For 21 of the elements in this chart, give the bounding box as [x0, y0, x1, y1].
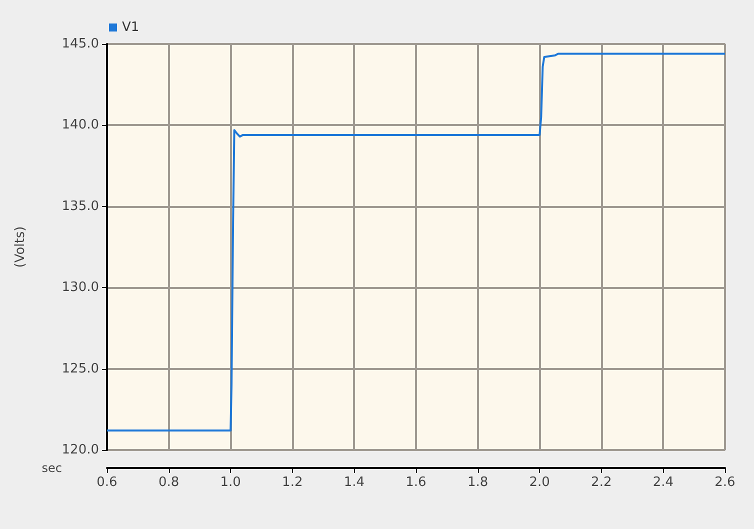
y-tick-label: 140.0 [62, 118, 99, 133]
x-tick-label: 2.4 [652, 475, 674, 490]
x-tick-label: 1.6 [406, 475, 426, 490]
line-series [106, 52, 726, 432]
y-tick-label: 120.0 [62, 442, 99, 458]
x-tick-label: 0.6 [96, 475, 118, 490]
x-tick-label: 2.0 [529, 475, 550, 490]
y-tick-label: 145.0 [62, 36, 99, 52]
x-axis-title: sec [42, 461, 62, 475]
x-tick-label: 1.0 [220, 475, 241, 490]
y-tick-label: 130.0 [62, 280, 99, 296]
x-tick-label: 2.2 [591, 475, 612, 490]
y-tick-label: 135.0 [62, 198, 99, 214]
y-axis-title: (Volts) [13, 226, 28, 268]
y-tick-label: 125.0 [62, 361, 99, 376]
x-tick-label: 0.8 [158, 475, 180, 490]
legend-label: V1 [122, 20, 140, 35]
x-tick-label: 1.4 [344, 475, 365, 490]
x-tick-label: 1.8 [467, 475, 488, 490]
x-tick-label: 2.6 [714, 475, 736, 490]
x-tick-label: 1.2 [282, 475, 303, 490]
